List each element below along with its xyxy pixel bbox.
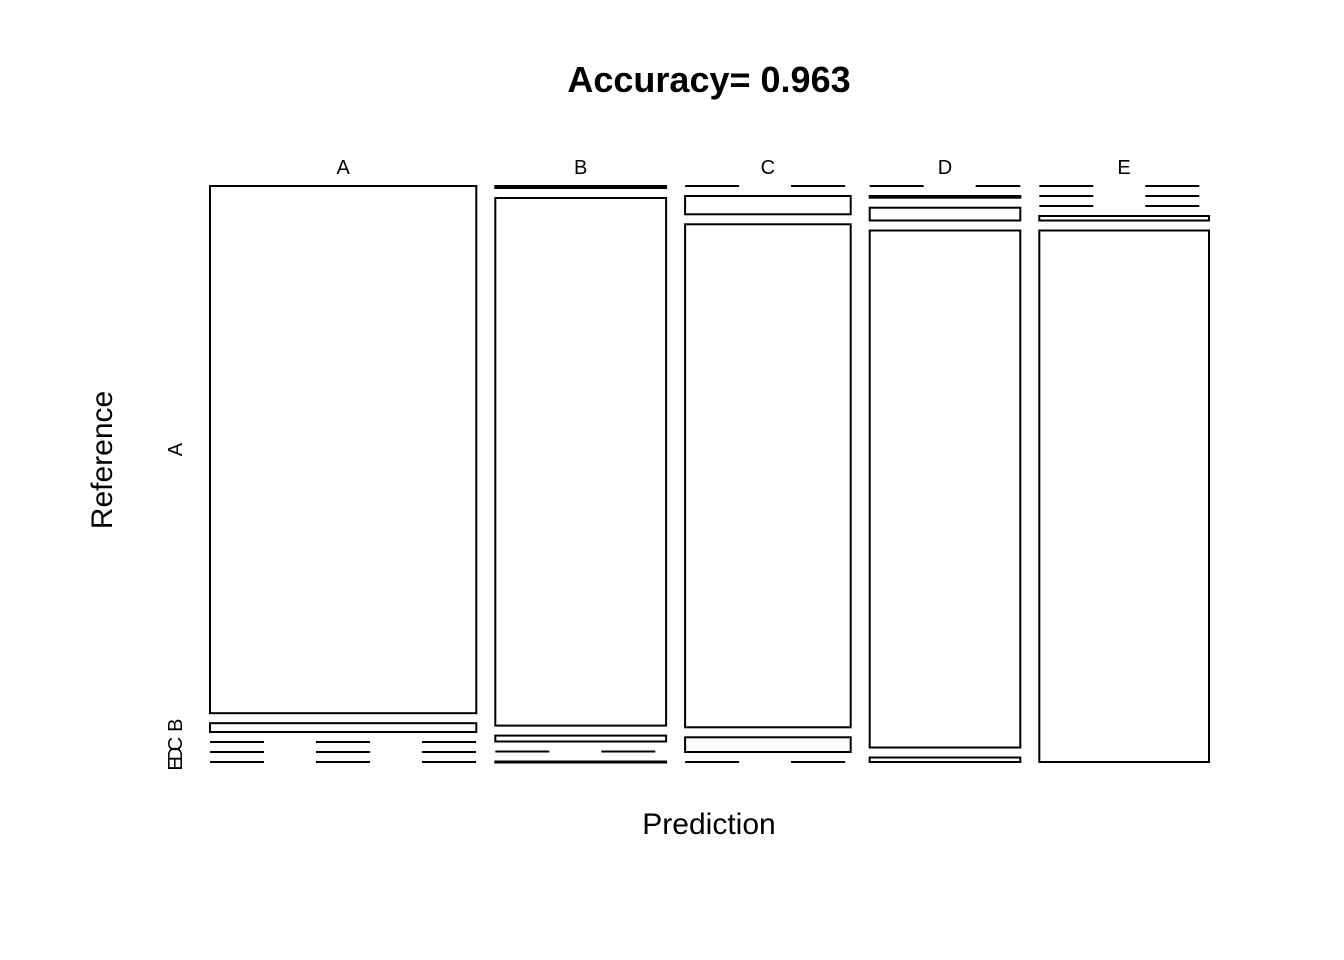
tile-pred-d-ref-e [868,756,1022,763]
tile-pred-d-ref-d [868,229,1022,749]
x-tick-label-a: A [337,157,351,179]
tile-pred-a-ref-b [209,722,478,734]
y-tick-label-b: B [165,719,187,732]
y-tick-label-e: E [165,757,187,770]
tile-pred-e-ref-d [1038,215,1211,222]
x-tick-label-b: B [574,157,587,179]
tile-pred-e-ref-e [1038,229,1211,763]
y-tick-label-c: C [165,737,187,751]
tile-pred-d-ref-c [868,206,1022,222]
tile-pred-b-ref-c [494,734,668,743]
tile-pred-b-ref-a [494,185,668,189]
x-tick-label-e: E [1117,157,1130,179]
tile-pred-d-ref-b [868,195,1022,199]
y-tick-label-d: D [165,747,187,761]
chart-title: Accuracy= 0.963 [567,59,850,100]
x-axis-label: Prediction [642,808,775,841]
y-tick-label-a: A [165,442,187,456]
tile-pred-a-ref-a [209,185,478,715]
tile-pred-c-ref-c [684,223,852,729]
x-tick-labels: A B C D E [337,157,1131,179]
mosaic-tiles [209,185,1211,764]
y-axis-label: Reference [86,391,119,529]
tile-pred-b-ref-b [494,197,668,727]
tile-pred-c-ref-d [684,736,852,753]
tile-pred-c-ref-b [684,195,852,216]
tile-pred-b-ref-e [494,760,668,764]
x-tick-label-d: D [938,157,952,179]
x-tick-label-c: C [761,157,775,179]
